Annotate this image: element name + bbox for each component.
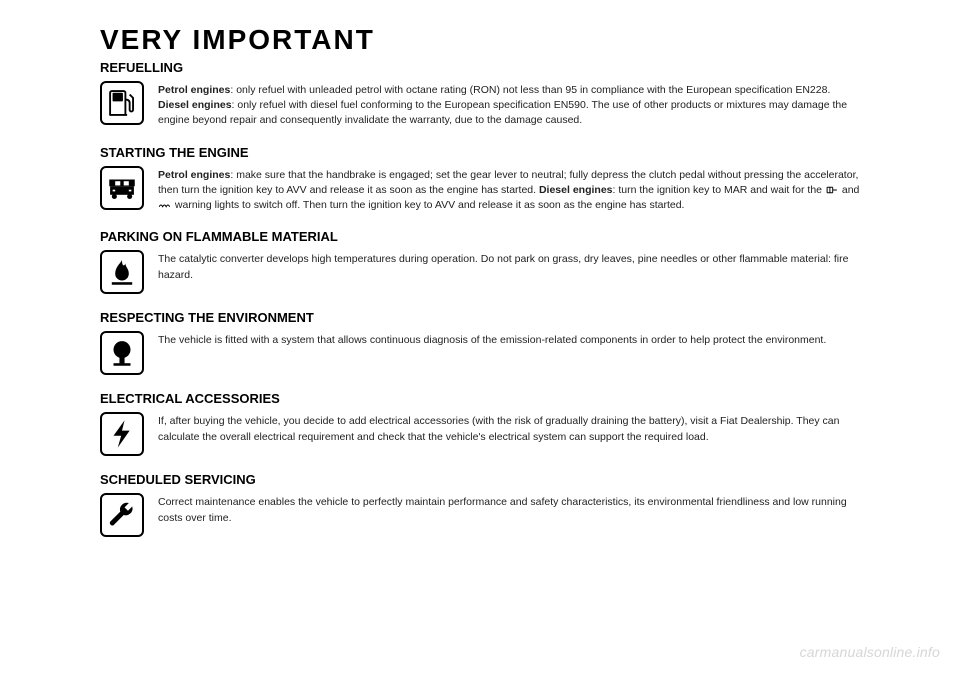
section-servicing: SCHEDULED SERVICING Correct maintenance … (100, 472, 860, 537)
section-parking: PARKING ON FLAMMABLE MATERIAL The cataly… (100, 229, 860, 294)
glow-plug-icon-1 (825, 184, 839, 196)
body-electrical: If, after buying the vehicle, you decide… (100, 412, 860, 456)
heading-refuelling: REFUELLING (100, 60, 860, 75)
body-starting: Petrol engines: make sure that the handb… (100, 166, 860, 214)
text-parking: The catalytic converter develops high te… (158, 250, 860, 282)
fire-icon (100, 250, 144, 294)
fuel-pump-icon (100, 81, 144, 125)
section-starting: STARTING THE ENGINE Petrol engines: make… (100, 145, 860, 214)
page-title: VERY IMPORTANT (100, 24, 860, 56)
heading-servicing: SCHEDULED SERVICING (100, 472, 860, 487)
bold-petrol-start: Petrol engines (158, 169, 230, 181)
wrench-icon (100, 493, 144, 537)
bold-petrol: Petrol engines (158, 84, 230, 96)
body-environment: The vehicle is fitted with a system that… (100, 331, 860, 375)
glow-plug-icon-2 (158, 199, 172, 211)
body-refuelling: Petrol engines: only refuel with unleade… (100, 81, 860, 129)
text-start-3: and (839, 184, 859, 196)
tree-icon (100, 331, 144, 375)
body-servicing: Correct maintenance enables the vehicle … (100, 493, 860, 537)
heading-starting: STARTING THE ENGINE (100, 145, 860, 160)
bold-diesel: Diesel engines (158, 99, 232, 111)
watermark: carmanualsonline.info (800, 644, 940, 660)
lightning-icon (100, 412, 144, 456)
bold-diesel-start: Diesel engines (539, 184, 613, 196)
car-icon (100, 166, 144, 210)
text-refuel-2: : only refuel with diesel fuel conformin… (158, 99, 847, 126)
section-refuelling: REFUELLING Petrol engines: only refuel w… (100, 60, 860, 129)
text-start-2: : turn the ignition key to MAR and wait … (613, 184, 825, 196)
heading-electrical: ELECTRICAL ACCESSORIES (100, 391, 860, 406)
text-refuel-1: : only refuel with unleaded petrol with … (230, 84, 830, 96)
text-servicing: Correct maintenance enables the vehicle … (158, 493, 860, 525)
heading-parking: PARKING ON FLAMMABLE MATERIAL (100, 229, 860, 244)
text-starting: Petrol engines: make sure that the handb… (158, 166, 860, 214)
text-electrical: If, after buying the vehicle, you decide… (158, 412, 860, 444)
body-parking: The catalytic converter develops high te… (100, 250, 860, 294)
text-environment: The vehicle is fitted with a system that… (158, 331, 826, 348)
section-environment: RESPECTING THE ENVIRONMENT The vehicle i… (100, 310, 860, 375)
text-start-4: warning lights to switch off. Then turn … (172, 199, 684, 211)
text-refuelling: Petrol engines: only refuel with unleade… (158, 81, 860, 129)
heading-environment: RESPECTING THE ENVIRONMENT (100, 310, 860, 325)
section-electrical: ELECTRICAL ACCESSORIES If, after buying … (100, 391, 860, 456)
